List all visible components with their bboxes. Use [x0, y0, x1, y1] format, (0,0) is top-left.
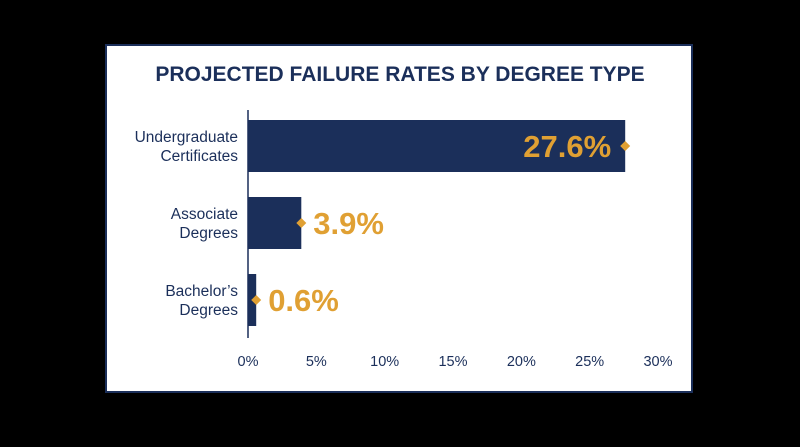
value-marker-0	[620, 141, 631, 151]
category-label-2: Bachelor’s Degrees	[165, 283, 238, 319]
x-tick-label-2: 10%	[370, 354, 399, 370]
x-tick-label-1: 5%	[306, 354, 327, 370]
x-tick-label-3: 15%	[438, 354, 467, 370]
value-labels: 27.6% 3.9% 0.6%	[251, 129, 631, 318]
category-label-0: Undergraduate Certificates	[135, 129, 239, 165]
x-tick-label-5: 25%	[575, 354, 604, 370]
x-axis-ticks: 0% 5% 10% 15% 20% 25% 30%	[238, 354, 673, 370]
value-marker-2	[251, 295, 262, 305]
value-marker-1	[296, 218, 307, 228]
category-labels: Undergraduate Certificates Associate Degree…	[135, 129, 239, 319]
chart-card	[105, 44, 693, 393]
x-tick-label-4: 20%	[507, 354, 536, 370]
bar-0	[248, 120, 626, 172]
category-label-1: Associate Degrees	[171, 206, 238, 242]
x-tick-label-6: 30%	[643, 354, 672, 370]
value-label-0: 27.6%	[523, 129, 611, 164]
bars	[248, 120, 626, 326]
value-label-1: 3.9%	[313, 206, 384, 241]
bar-1	[248, 197, 302, 249]
x-tick-label-0: 0%	[238, 354, 259, 370]
value-label-2: 0.6%	[268, 283, 339, 318]
chart-title: PROJECTED FAILURE RATES BY DEGREE TYPE	[155, 63, 644, 86]
